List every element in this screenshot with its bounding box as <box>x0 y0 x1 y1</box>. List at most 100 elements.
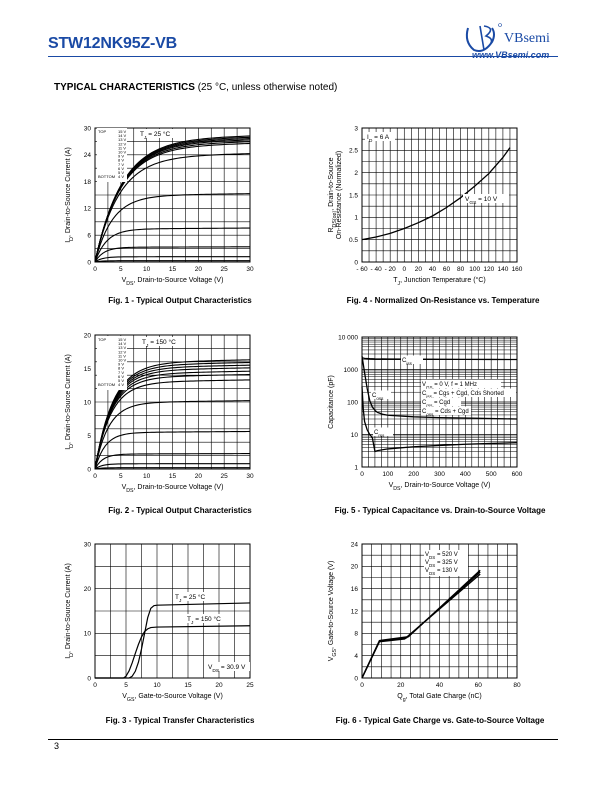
y-tick-label: 2.5 <box>349 148 358 155</box>
annotation-bg <box>463 194 509 203</box>
legend-entry: 14 V <box>118 133 127 138</box>
x-tick-label: 5 <box>124 682 128 689</box>
legend-entry: 5 V <box>118 170 124 175</box>
fig1-caption: Fig. 1 - Typical Output Characteristics <box>108 296 252 305</box>
fig6-chart: 0 20 40 60 80 0 4 8 12 16 20 24 Qg, Total Gate Charg… <box>328 541 521 703</box>
series-line <box>94 142 251 263</box>
section-note: (25 °C, unless otherwise noted) <box>197 82 338 93</box>
legend-bg <box>97 128 127 182</box>
x-tick-label: 600 <box>512 471 523 478</box>
x-tick-label: 0 <box>360 682 364 689</box>
annotation-bg <box>371 390 391 399</box>
y-tick-label: 10 <box>351 432 359 439</box>
y-tick-label: 20 <box>84 332 92 339</box>
x-tick-label: 30 <box>246 266 254 273</box>
series-line <box>94 430 251 470</box>
x-tick-label: 120 <box>483 266 494 273</box>
x-tick-label: 0 <box>93 473 97 480</box>
page-number: 3 <box>54 741 60 751</box>
x-tick-label: 80 <box>457 266 465 273</box>
legend-entry: 9 V <box>118 362 124 367</box>
legend-bg <box>97 336 127 390</box>
x-tick-label: 300 <box>434 471 445 478</box>
legend-entry: 7 V <box>118 162 124 167</box>
annotation-bg <box>424 550 468 576</box>
y-tick-label: 24 <box>84 152 92 159</box>
x-tick-label: 15 <box>169 266 177 273</box>
fig6-caption: Fig. 6 - Typical Gate Charge vs. Gate-to… <box>335 716 545 725</box>
x-tick-label: 40 <box>436 682 444 689</box>
section-heading: TYPICAL CHARACTERISTICS (25 °C, unless o… <box>54 82 337 93</box>
series-line <box>94 467 250 470</box>
x-tick-label: 60 <box>475 682 483 689</box>
x-tick-label: 400 <box>460 471 471 478</box>
y-tick-label: 20 <box>84 586 92 593</box>
annotation-text: VDS = 325 V <box>425 560 458 568</box>
annotation-text: VGS = 0 V, f = 1 MHz <box>422 382 477 390</box>
y-axis-label-line2: On-Resistance (Normalized) <box>336 151 343 239</box>
y-axis-label: Capacitance (pF) <box>328 375 335 429</box>
legend-entry: 9 V <box>118 154 124 159</box>
legend-bottom-label: BOTTOM <box>98 382 115 387</box>
series-line <box>94 256 250 263</box>
y-tick-label: 1 <box>354 464 358 471</box>
x-tick-label: 5 <box>119 473 123 480</box>
annotation-text: TJ = 150 °C <box>142 338 176 349</box>
x-tick-label: 200 <box>408 471 419 478</box>
series-line <box>95 625 251 679</box>
annotation-text: Coss <box>372 393 384 401</box>
y-axis-label: ID, Drain-to-Source Current (A) <box>65 147 75 243</box>
annotation-text: Crss <box>374 430 385 438</box>
y-tick-label: 100 <box>347 399 358 406</box>
legend-entry: 6 V <box>118 166 124 171</box>
legend-entry: 6 V <box>118 374 124 379</box>
x-tick-label: 25 <box>221 266 229 273</box>
x-tick-label: 40 <box>429 266 437 273</box>
annotation-text: TJ = 150 °C <box>187 615 221 626</box>
annotation-bg <box>421 397 461 406</box>
y-tick-label: 10 <box>84 631 92 638</box>
annotation-text: Ciss <box>402 358 413 366</box>
fig4-chart: - 60- 40- 20 0 20 40 60 80 100 120 140 160 0 0.5 1 1.… <box>328 125 523 287</box>
x-axis-label: Qg, Total Gate Charge (nC) <box>397 693 482 703</box>
brand-url[interactable]: www.VBsemi.com <box>472 50 550 60</box>
series-line <box>94 227 251 263</box>
x-tick-label: 10 <box>153 682 161 689</box>
y-tick-label: 0.5 <box>349 237 358 244</box>
annotation-bg <box>421 388 516 397</box>
annotation-text: Ciss = Cgs + Cgd, Cds Shorted <box>422 391 504 399</box>
legend-entry: 11 V <box>118 145 126 150</box>
series-line <box>94 453 251 470</box>
series-line <box>94 370 251 470</box>
x-tick-label: - 20 <box>385 266 397 273</box>
x-tick-label: 60 <box>443 266 451 273</box>
series-line <box>94 260 250 263</box>
x-tick-label: 25 <box>246 682 254 689</box>
y-tick-label: 5 <box>87 433 91 440</box>
x-tick-label: 25 <box>221 473 229 480</box>
series-line <box>94 193 251 263</box>
y-tick-label: 16 <box>351 586 359 593</box>
fig2-chart: 0 5 10 15 20 25 30 0 5 10 15 20 VDS, Drain-to-Source… <box>65 332 254 494</box>
y-tick-label: 3 <box>354 125 358 132</box>
brand-logo-icon <box>465 23 502 52</box>
x-tick-label: 0 <box>402 266 406 273</box>
y-tick-label: 10 000 <box>338 334 358 341</box>
y-tick-label: 0 <box>87 466 91 473</box>
y-tick-label: 30 <box>84 125 92 132</box>
annotation-text: TJ = 25 °C <box>140 130 170 141</box>
x-axis-label: VGS, Gate-to-Source Voltage (V) <box>122 693 223 703</box>
annotation-bg <box>185 614 229 623</box>
annotation-bg <box>401 355 423 364</box>
legend-entry: 8 V <box>118 158 124 163</box>
legend-entry: 15 V <box>118 129 127 134</box>
annotation-bg <box>373 427 393 436</box>
y-tick-label: 20 <box>351 564 359 571</box>
annotation-text: VDS = 520 V <box>425 552 458 560</box>
x-tick-label: 20 <box>415 266 423 273</box>
series-line <box>94 153 251 263</box>
y-tick-label: 0 <box>87 259 91 266</box>
x-tick-label: 0 <box>360 471 364 478</box>
legend-entry: 5 V <box>118 378 124 383</box>
x-axis-label: TJ, Junction Temperature (°C) <box>393 276 485 287</box>
